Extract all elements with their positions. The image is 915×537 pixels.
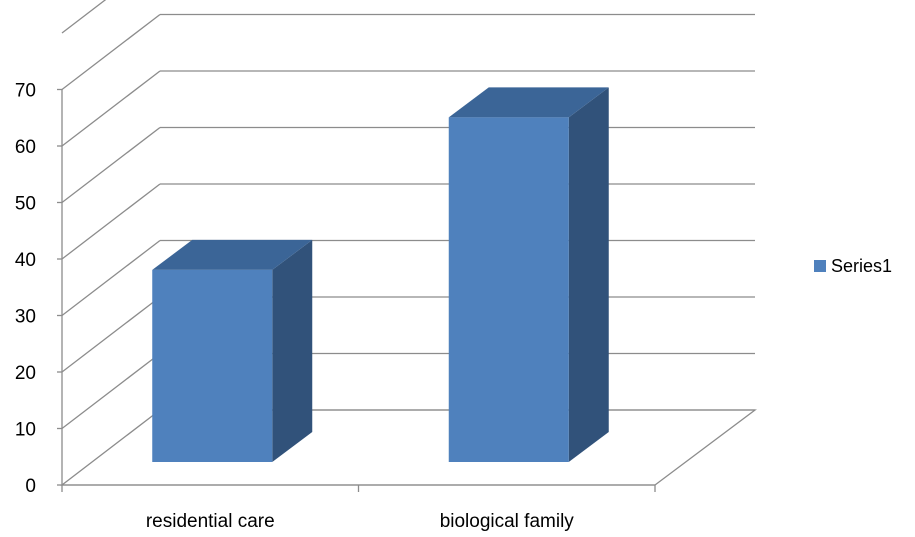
x-tick-label: residential care — [146, 511, 275, 532]
legend: Series1 — [814, 256, 892, 276]
side-gridline — [61, 13, 161, 91]
y-tick-label: 40 — [15, 250, 36, 271]
y-tick-label: 0 — [25, 476, 36, 497]
legend-label: Series1 — [831, 256, 892, 276]
bars — [152, 87, 609, 462]
y-tick-label: 60 — [15, 137, 36, 158]
side-gridline — [61, 0, 107, 34]
bar-top — [152, 239, 313, 270]
bar — [152, 239, 313, 462]
bar-side — [272, 239, 313, 462]
bar-front — [152, 269, 273, 462]
bar-top — [448, 87, 609, 118]
y-axis: 0 10 20 30 40 50 60 70 — [15, 81, 63, 497]
side-gridline — [61, 70, 161, 147]
side-gridline — [61, 352, 161, 430]
bar-front — [448, 117, 569, 462]
legend-swatch — [814, 260, 826, 272]
y-tick-label: 10 — [15, 420, 36, 441]
y-tick-label: 70 — [15, 81, 36, 102]
y-tick-label: 30 — [15, 307, 36, 328]
side-gridline — [61, 239, 161, 317]
bar-side — [568, 87, 609, 462]
y-tick-label: 20 — [15, 363, 36, 384]
x-axis: residential care biological family — [61, 484, 656, 532]
side-gridline — [61, 296, 161, 373]
x-tick-label: biological family — [440, 511, 575, 532]
side-gridline — [61, 183, 161, 260]
y-tick-label: 50 — [15, 194, 36, 215]
side-gridline — [61, 126, 161, 204]
bar — [448, 87, 609, 462]
